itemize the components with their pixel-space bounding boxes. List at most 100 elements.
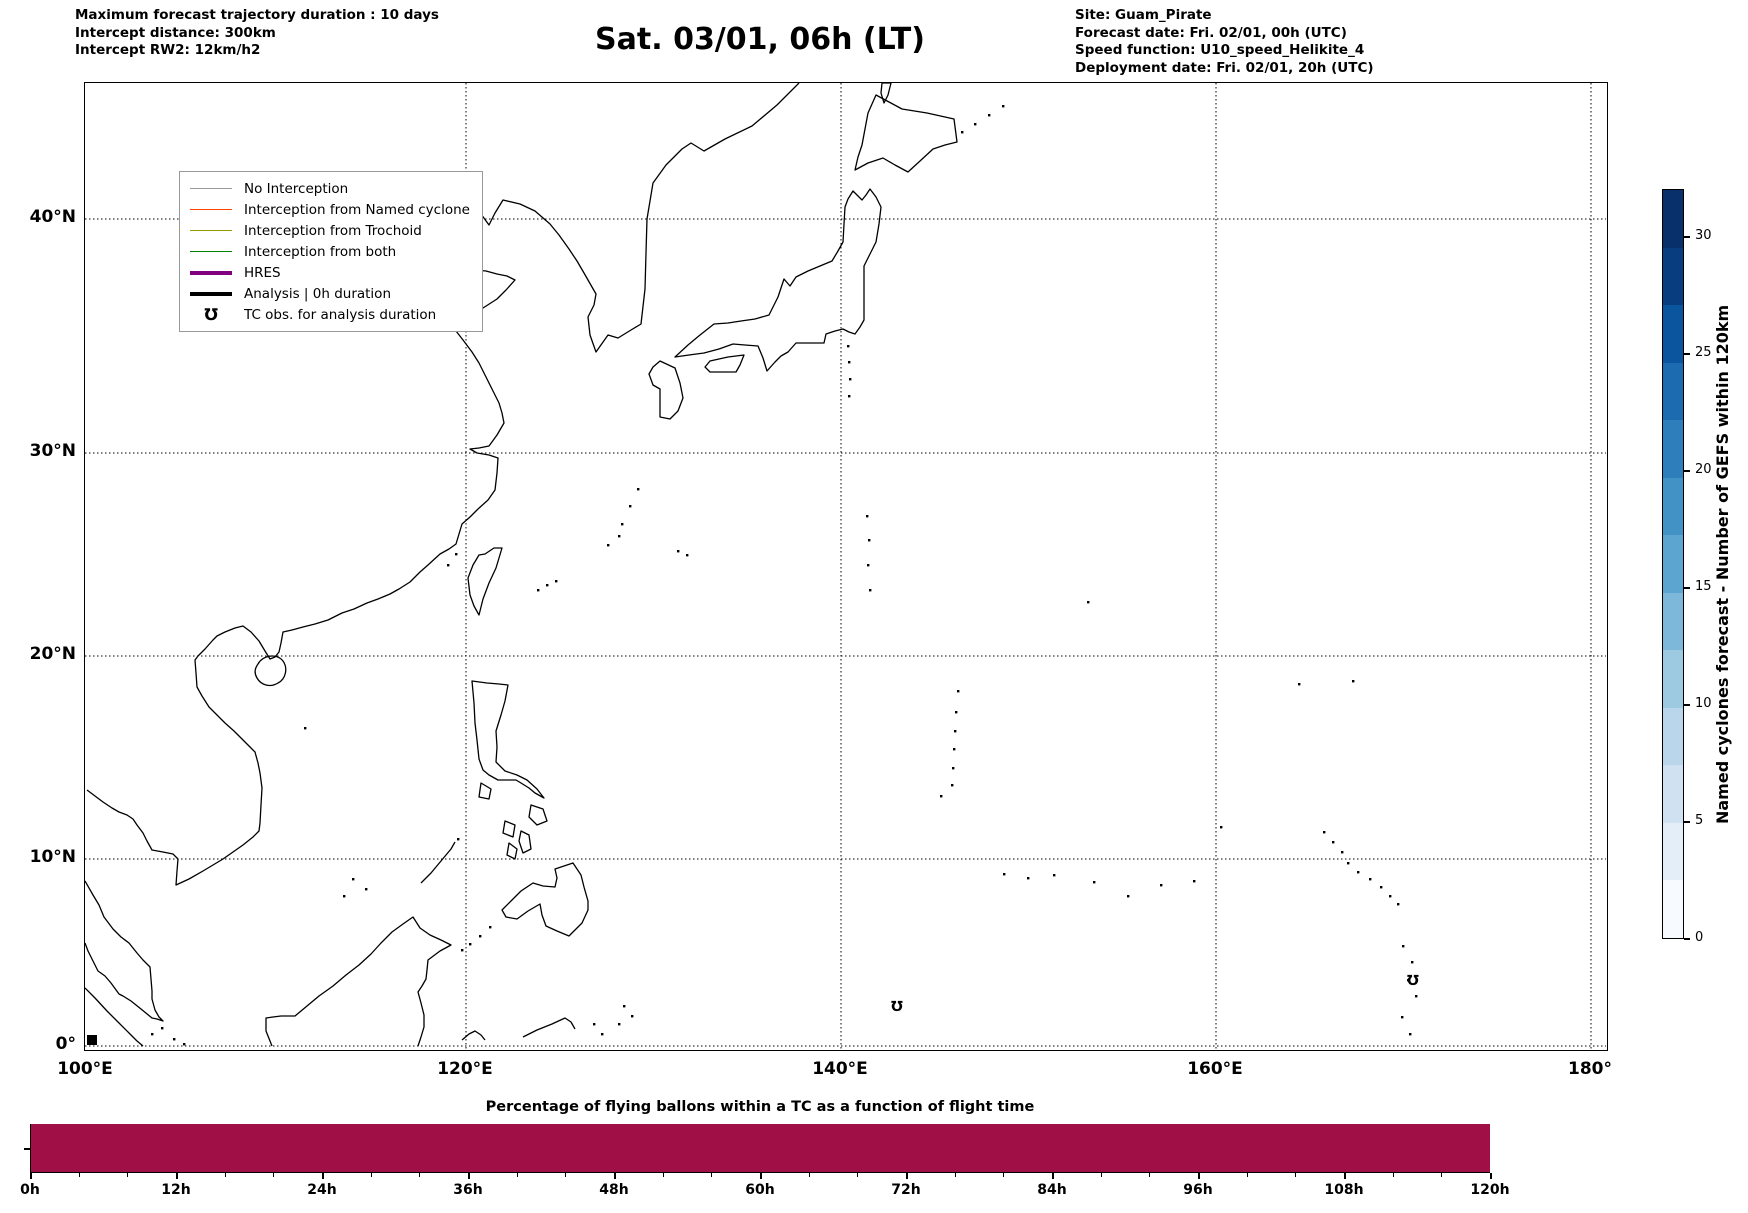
legend-item-label: No Interception — [244, 180, 349, 197]
colorbar-tick-label: 20 — [1695, 462, 1712, 477]
speed-function-text: Speed function: U10_speed_Helikite_4 — [1075, 42, 1365, 58]
colorbar-tick — [1684, 704, 1690, 706]
bottom-chart-xtick — [1052, 1173, 1054, 1179]
colorbar-tick-label: 25 — [1695, 345, 1712, 360]
legend-line-sample — [190, 229, 232, 232]
legend-item-label: HRES — [244, 264, 281, 281]
bottom-chart-xtick — [468, 1173, 470, 1179]
bottom-chart-minor-tick — [1003, 1173, 1005, 1177]
bottom-chart-minor-tick — [808, 1173, 810, 1177]
bottom-chart-xtick — [322, 1173, 324, 1179]
bottom-chart-xtick-label: 12h — [161, 1182, 191, 1198]
colorbar-tick-label: 30 — [1695, 228, 1712, 243]
map-gridlines — [85, 83, 1606, 1049]
colorbar-step — [1663, 707, 1683, 766]
colorbar-tick-label: 10 — [1695, 696, 1712, 711]
colorbar-label: Named cyclones forecast - Number of GEFS… — [1713, 304, 1732, 824]
colorbar-step — [1663, 650, 1683, 708]
colorbar-step — [1663, 190, 1683, 248]
map-ytick-label: 20°N — [29, 644, 76, 664]
map-canvas: ℧℧ — [85, 83, 1606, 1049]
colorbar-tick-label: 15 — [1695, 579, 1712, 594]
colorbar-tick-label: 0 — [1695, 930, 1704, 945]
legend-item: Interception from Trochoid — [190, 220, 474, 241]
bottom-chart-minor-tick — [127, 1173, 129, 1177]
bottom-chart-xtick-label: 108h — [1324, 1182, 1364, 1198]
island-dots — [87, 105, 1418, 1046]
colorbar-tick — [1684, 353, 1690, 355]
header-right-block: Site: Guam_Pirate Forecast date: Fri. 02… — [1075, 7, 1374, 77]
bottom-chart-xtick — [176, 1173, 178, 1179]
colorbar — [1662, 189, 1684, 939]
intercept-distance-text: Intercept distance: 300km — [75, 24, 276, 41]
colorbar-tick — [1684, 587, 1690, 589]
bottom-chart-minor-tick — [224, 1173, 226, 1177]
page-title: Sat. 03/01, 06h (LT) — [595, 22, 925, 57]
legend-line — [190, 208, 232, 211]
bottom-chart-minor-tick — [954, 1173, 956, 1177]
bottom-chart-xtick-label: 48h — [599, 1182, 629, 1198]
map-xtick-label: 160°E — [1187, 1059, 1243, 1079]
map-xtick-label: 180° — [1568, 1059, 1612, 1079]
bottom-chart-xtick-label: 72h — [891, 1182, 921, 1198]
intercept-rw2-text: Intercept RW2: 12km/h2 — [75, 42, 261, 58]
legend-line — [190, 229, 232, 232]
legend-item: ℧ TC obs. for analysis duration — [190, 304, 474, 325]
svg-text:℧: ℧ — [891, 999, 903, 1015]
analysis-marker — [87, 1035, 97, 1045]
legend-line-sample — [190, 187, 232, 190]
colorbar-step — [1663, 535, 1683, 593]
bottom-chart-xtick — [1198, 1173, 1200, 1179]
bottom-chart-minor-tick — [565, 1173, 567, 1177]
legend-item: Interception from Named cyclone — [190, 199, 474, 220]
colorbar-step — [1663, 765, 1683, 823]
map-ytick-label: 30°N — [29, 441, 76, 461]
colorbar-step — [1663, 247, 1683, 306]
bottom-chart-minor-tick — [1100, 1173, 1102, 1177]
bottom-chart-minor-tick — [1149, 1173, 1151, 1177]
legend-item: HRES — [190, 262, 474, 283]
map-xtick-label: 120°E — [437, 1059, 493, 1079]
map-ytick-label: 0° — [55, 1034, 76, 1054]
bottom-chart-minor-tick — [711, 1173, 713, 1177]
legend-item-label: Interception from Trochoid — [244, 222, 422, 239]
bottom-chart-title: Percentage of flying ballons within a TC… — [485, 1099, 1035, 1115]
colorbar-tick-label: 5 — [1695, 813, 1704, 828]
max-duration-text: Maximum forecast trajectory duration : 1… — [75, 7, 439, 23]
map-xtick-label: 100°E — [57, 1059, 113, 1079]
bottom-chart-minor-tick — [1441, 1173, 1443, 1177]
bottom-chart-xtick-label: 120h — [1470, 1182, 1510, 1198]
legend-item: No Interception — [190, 178, 474, 199]
bottom-chart-xtick-label: 0h — [20, 1182, 40, 1198]
bottom-chart-minor-tick — [370, 1173, 372, 1177]
legend-item-label: TC obs. for analysis duration — [244, 306, 437, 323]
bottom-chart-xtick — [30, 1173, 32, 1179]
site-text: Site: Guam_Pirate — [1075, 7, 1212, 23]
legend-line — [190, 187, 232, 190]
forecast-date-text: Forecast date: Fri. 02/01, 00h (UTC) — [1075, 24, 1347, 41]
bottom-chart-minor-tick — [1392, 1173, 1394, 1177]
colorbar-tick — [1684, 470, 1690, 472]
bottom-chart-minor-tick — [273, 1173, 275, 1177]
legend-line — [190, 250, 232, 253]
bottom-chart-minor-tick — [857, 1173, 859, 1177]
map-legend: No Interception Interception from Named c… — [179, 171, 483, 332]
colorbar-tick — [1684, 236, 1690, 238]
bottom-chart-xtick-label: 36h — [453, 1182, 483, 1198]
colorbar-step — [1663, 822, 1683, 881]
svg-text:℧: ℧ — [1407, 973, 1419, 989]
bottom-chart-xtick-label: 84h — [1037, 1182, 1067, 1198]
colorbar-step — [1663, 362, 1683, 421]
map-panel: ℧ ℧ No Interception Interception from Name… — [84, 82, 1608, 1051]
bottom-chart-minor-tick — [1295, 1173, 1297, 1177]
legend-line-sample — [190, 208, 232, 211]
cyclone-icon: ℧ — [204, 304, 218, 324]
legend-item-label: Analysis | 0h duration — [244, 285, 391, 302]
colorbar-step — [1663, 420, 1683, 478]
bottom-chart-xtick — [906, 1173, 908, 1179]
colorbar-step — [1663, 305, 1683, 363]
coastlines — [85, 83, 958, 1047]
bottom-chart-minor-tick — [419, 1173, 421, 1177]
map-xtick-label: 140°E — [812, 1059, 868, 1079]
